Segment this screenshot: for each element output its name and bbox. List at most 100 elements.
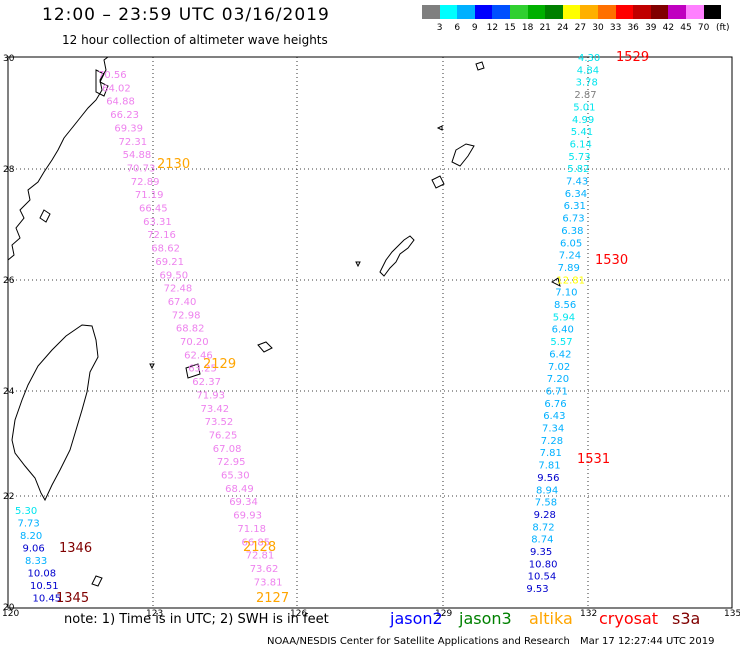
pass-track-2130: 70.56 64.02 64.88 66.23 69.39 72.31 54.88 70.73… [98,70,282,588]
satellite-legend-item: altika [529,609,573,628]
colorbar-label: 15 [504,23,516,33]
lat-label: 20 [3,603,15,613]
colorbar-swatch [545,5,563,19]
colorbar-label: 21 [539,23,551,33]
colorbar-swatch [439,5,458,19]
pass-label-1345: 1345 [56,591,89,606]
axis-labels: 120 123 126 129 132 135 30 28 26 24 22 2… [2,54,740,619]
wave-height-value: 6.34 [565,189,587,200]
wave-height-value: 12.81 [556,275,585,286]
wave-height-value: 71.18 [237,524,266,535]
colorbar-label: 27 [574,23,587,33]
wave-height-value: 71.93 [196,390,225,401]
wave-height-value: 7.34 [542,424,564,435]
pass-time-labels: 2130 2129 2128 2127 1529 1530 1531 1346 … [56,50,649,606]
wave-height-value: 66.85 [242,537,271,548]
lat-label: 26 [3,276,15,286]
wave-height-value: 7.28 [541,436,563,447]
wave-height-value: 62.46 [184,350,213,361]
wave-height-value: 69.39 [114,123,143,134]
colorbar-label: 45 [680,23,692,33]
wave-height-value: 7.89 [558,263,580,274]
satellite-legend-item: s3a [672,609,701,628]
colorbar-unit: (ft) [716,23,730,33]
wave-height-value: 65.30 [221,471,250,482]
colorbar-swatch [615,5,634,19]
pass-label-2128: 2128 [243,540,276,555]
wave-height-value: 7.73 [18,519,40,530]
taiwan-coastline [11,324,99,502]
wave-height-value: 66.23 [110,110,139,121]
colorbar-swatch [510,5,528,19]
colorbar-label: 39 [645,23,657,33]
wave-height-value: 8.20 [20,531,42,542]
colorbar-swatch [580,5,598,19]
colorbar-label: 36 [627,23,639,33]
colorbar-swatch [527,5,546,19]
colorbar-label: 18 [521,23,534,33]
satellite-legend-item: cryosat [599,609,659,628]
wave-height-value: 8.33 [25,556,47,567]
satellite-legend-item: jason2 [390,609,443,628]
wave-height-value: 63.31 [143,217,172,228]
wave-height-value: 6.40 [552,325,574,336]
credit-line: NOAA/NESDIS Center for Satellite Applica… [267,636,570,647]
colorbar-swatch [457,5,475,19]
wave-height-value: 9.28 [534,510,556,521]
wave-height-value: 70.73 [127,163,156,174]
wave-height-value: 5.30 [15,506,37,517]
map-title: 12:00 – 23:59 UTC 03/16/2019 [42,5,330,25]
satellite-legend-item: jason3 [459,609,512,628]
wave-height-value: 8.56 [554,300,576,311]
lat-lon-grid [8,57,732,608]
lat-label: 30 [3,54,15,64]
wave-height-value: 9.06 [23,544,45,555]
wave-height-value: 6.05 [560,238,582,249]
colorbar-swatch [650,5,669,19]
wave-height-value: 10.54 [528,572,557,583]
wave-height-value: 8.94 [536,485,558,496]
wave-height-value: 68.82 [176,324,205,335]
lon-label: 129 [435,609,452,619]
lat-label: 24 [3,387,15,397]
lat-label: 22 [3,492,14,502]
wave-height-value: 7.81 [540,448,562,459]
wave-height-value: 3.78 [576,78,598,89]
wave-height-value: 6.43 [543,411,565,422]
colorbar-swatch [598,5,616,19]
colorbar-label: 3 [436,23,443,33]
wave-height-value: 4.84 [577,65,599,76]
colorbar-label: 70 [697,23,710,33]
wave-height-value: 5.01 [573,102,595,113]
map-frame [7,56,733,609]
wave-height-value: 72.16 [147,230,176,241]
colorbar-swatch [474,5,493,19]
wave-height-value: 72.48 [164,284,193,295]
wave-height-value: 72.81 [246,551,275,562]
colorbar-label: 33 [609,23,622,33]
wave-height-value: 72.89 [131,177,160,188]
wave-height-value: 5.57 [550,337,572,348]
wave-height-value: 64.02 [102,83,131,94]
colorbar-swatch [562,5,581,19]
wave-height-value: 8.74 [531,535,553,546]
wave-height-value: 6.31 [564,201,586,212]
wave-height-value: 7.43 [566,177,588,188]
wave-height-value: 5.94 [553,312,575,323]
colorbar-label: 12 [486,23,499,33]
colorbar-label: 9 [471,23,478,33]
wave-height-value: 7.58 [535,498,557,509]
lon-label: 132 [580,609,597,619]
colorbar-label: 30 [592,23,604,33]
colorbar-label: 6 [454,23,461,33]
wave-height-value: 73.42 [201,404,230,415]
wave-height-value: 68.62 [151,244,180,255]
wave-height-value: 10.51 [30,581,59,592]
wave-height-value: 7.20 [547,374,569,385]
colorbar-swatch [633,5,651,19]
colorbar-swatch [492,5,510,19]
wave-height-value: 73.81 [254,577,283,588]
wave-height-value: 8.72 [532,522,554,533]
map-subtitle: 12 hour collection of altimeter wave hei… [62,33,328,47]
